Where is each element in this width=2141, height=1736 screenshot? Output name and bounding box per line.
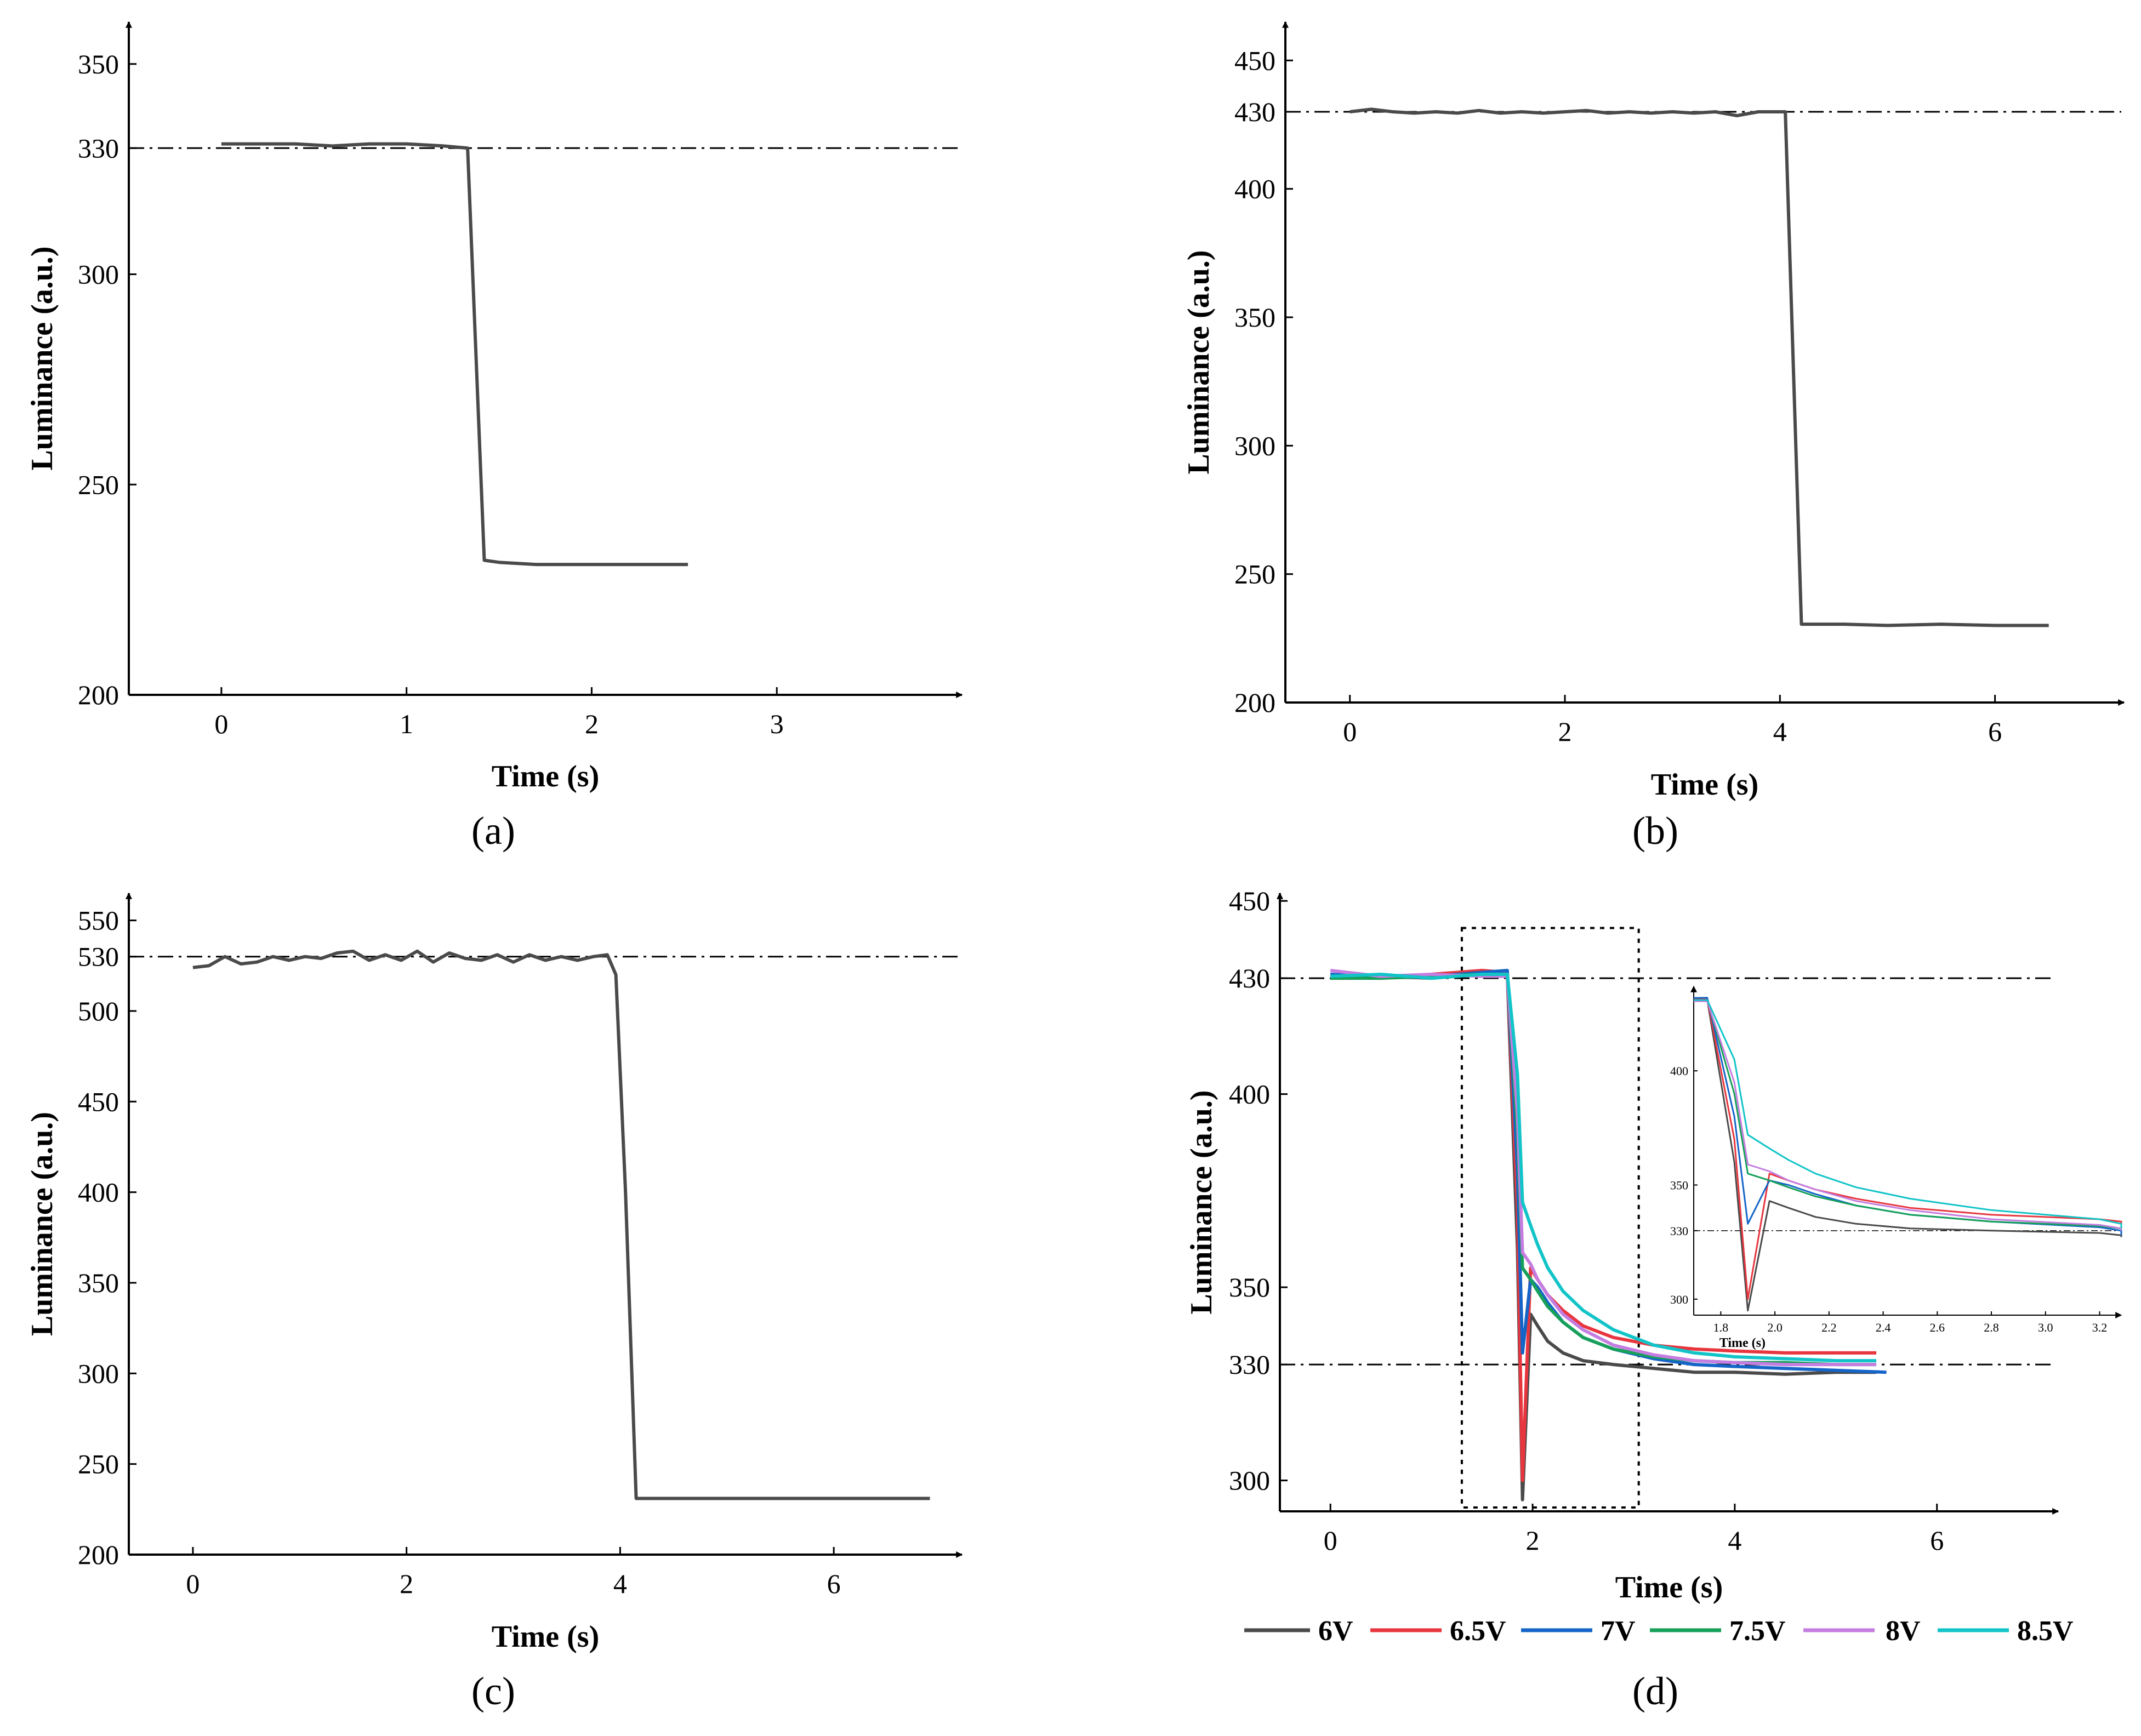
legend-item-8-5v: 8.5V [1938, 1615, 2074, 1647]
y-tick-label-b: 300 [1234, 430, 1276, 461]
x-axis-title-d: Time (s) [1615, 1571, 1723, 1604]
series-line-d-8.5V [1330, 973, 1877, 1363]
panel-label-d: (d) [1632, 1669, 1678, 1713]
panel-d-chart: 300 330 350 400 430 450 0 2 4 6 Time (s) Luminance … [1185, 886, 2123, 1604]
inset-series-line-6.5V [1693, 998, 2122, 1300]
panel-label-b: (b) [1632, 809, 1678, 853]
series-line-d-7V [1330, 969, 1887, 1374]
legend-label-7-5v: 7.5V [1729, 1615, 1786, 1647]
y-tick-label-a: 350 [78, 49, 119, 79]
x-tick-label-b: 4 [1773, 716, 1787, 747]
y-tick-label-a: 200 [78, 679, 119, 710]
inset-x-axis-title: Time (s) [1719, 1336, 1766, 1350]
inset-x-tick-label: 2.2 [1821, 1321, 1837, 1334]
y-tick-label-c: 300 [78, 1358, 119, 1389]
inset-y-tick-label: 400 [1670, 1064, 1688, 1078]
y-axis-title-a: Luminance (a.u.) [25, 246, 59, 470]
y-tick-label-c: 350 [78, 1267, 119, 1298]
series-line-a-luminance [221, 142, 688, 567]
panel-label-a: (a) [471, 809, 515, 853]
legend-label-8v: 8V [1886, 1615, 1921, 1647]
legend-item-6v: 6V [1244, 1615, 1353, 1647]
panel-a-chart: 200 250 300 330 350 0 1 2 3 Time (s) Luminance (a.… [25, 21, 963, 793]
inset-y-tick-label: 300 [1670, 1293, 1688, 1306]
legend-label-8-5v: 8.5V [2017, 1615, 2074, 1647]
inset-x-tick-label: 2.8 [1984, 1321, 1999, 1334]
highlight-box-d [1460, 927, 1640, 1509]
x-tick-label-a: 2 [585, 709, 599, 739]
inset-background [1693, 981, 2123, 1316]
inset-x-tick-label: 2.4 [1876, 1321, 1891, 1334]
x-tick-label-d: 6 [1930, 1525, 1944, 1556]
y-tick-label-b: 350 [1234, 302, 1276, 333]
y-tick-label-b: 250 [1234, 559, 1276, 590]
x-axis-title-a: Time (s) [492, 760, 600, 793]
inset-chart: 300 330 350 400 1.8 2.0 2.2 2.4 2.6 2.8 3.0 3.2 Time… [1670, 981, 2123, 1350]
inset-series-line-8V [1694, 1000, 2122, 1231]
y-tick-label-d: 430 [1229, 963, 1270, 993]
x-tick-label-d: 2 [1526, 1525, 1540, 1556]
y-tick-label-a: 330 [78, 133, 119, 163]
x-tick-label-a: 1 [400, 709, 413, 739]
y-tick-label-a: 250 [78, 469, 119, 500]
y-tick-label-d: 350 [1229, 1272, 1270, 1303]
x-tick-label-b: 2 [1558, 716, 1572, 747]
y-tick-label-c: 450 [78, 1086, 119, 1117]
panel-label-c: (c) [471, 1669, 515, 1713]
inset-y-tick-label: 330 [1670, 1224, 1688, 1238]
series-line-b-luminance [1349, 107, 2049, 627]
legend-item-7v: 7V [1521, 1615, 1636, 1647]
x-tick-label-b: 0 [1343, 716, 1357, 747]
x-tick-label-c: 0 [186, 1568, 200, 1599]
y-tick-label-a: 300 [78, 259, 119, 290]
y-tick-label-c: 200 [78, 1539, 119, 1570]
inset-x-tick-label: 3.2 [2092, 1321, 2108, 1334]
legend-label-6v: 6V [1318, 1615, 1353, 1647]
y-tick-label-b: 400 [1234, 174, 1276, 204]
x-tick-label-d: 0 [1324, 1525, 1337, 1556]
legend-label-7v: 7V [1601, 1615, 1636, 1647]
inset-x-tick-label: 2.6 [1930, 1321, 1945, 1334]
y-tick-label-b: 430 [1234, 96, 1276, 127]
legend-label-6-5v: 6.5V [1450, 1615, 1506, 1647]
y-tick-label-d: 300 [1229, 1465, 1270, 1496]
inset-x-tick-label: 3.0 [2038, 1321, 2053, 1334]
x-tick-label-c: 6 [827, 1568, 841, 1599]
x-tick-label-d: 4 [1728, 1525, 1741, 1556]
panel-b-chart: 200 250 300 350 400 430 450 0 2 4 6 Time (s) Luminan… [1182, 21, 2125, 802]
legend-item-6-5v: 6.5V [1370, 1615, 1506, 1647]
y-axis-title-d: Luminance (a.u.) [1185, 1090, 1218, 1314]
x-axis-title-b: Time (s) [1651, 768, 1759, 802]
series-line-d-8V [1330, 969, 1877, 1367]
x-tick-label-a: 0 [214, 709, 228, 739]
y-tick-label-c: 530 [78, 941, 119, 972]
y-tick-label-c: 400 [78, 1177, 119, 1208]
x-tick-label-b: 6 [1988, 716, 2002, 747]
x-tick-label-c: 4 [613, 1568, 627, 1599]
inset-x-tick-label: 1.8 [1713, 1321, 1729, 1334]
y-tick-label-d: 450 [1229, 886, 1270, 916]
y-tick-label-c: 250 [78, 1449, 119, 1480]
inset-x-tick-label: 2.0 [1767, 1321, 1783, 1334]
y-tick-label-b: 200 [1234, 687, 1276, 718]
y-tick-label-d: 330 [1229, 1349, 1270, 1380]
x-tick-label-c: 2 [400, 1568, 413, 1599]
y-axis-title-b: Luminance (a.u.) [1182, 250, 1216, 474]
x-tick-label-a: 3 [770, 709, 784, 739]
inset-series-line-6V [1694, 999, 2122, 1312]
legend-item-8v: 8V [1803, 1615, 1921, 1647]
y-tick-label-c: 550 [78, 905, 119, 936]
y-tick-label-c: 500 [78, 996, 119, 1026]
y-tick-label-b: 450 [1234, 45, 1276, 76]
y-axis-title-c: Luminance (a.u.) [25, 1112, 59, 1336]
y-tick-label-d: 400 [1229, 1079, 1270, 1110]
series-line-c-luminance [192, 949, 930, 1500]
x-axis-title-c: Time (s) [492, 1620, 600, 1654]
inset-series-line-8.5V [1694, 999, 2122, 1229]
panel-c-chart: 200 250 300 350 400 450 500 530 550 0 2 4 6 Time (s) L… [25, 892, 963, 1654]
inset-y-tick-label: 350 [1670, 1179, 1688, 1192]
legend-item-7-5v: 7.5V [1650, 1615, 1786, 1647]
legend: 6V 6.5V 7V 7.5V 8V 8.5V [1244, 1615, 2074, 1647]
